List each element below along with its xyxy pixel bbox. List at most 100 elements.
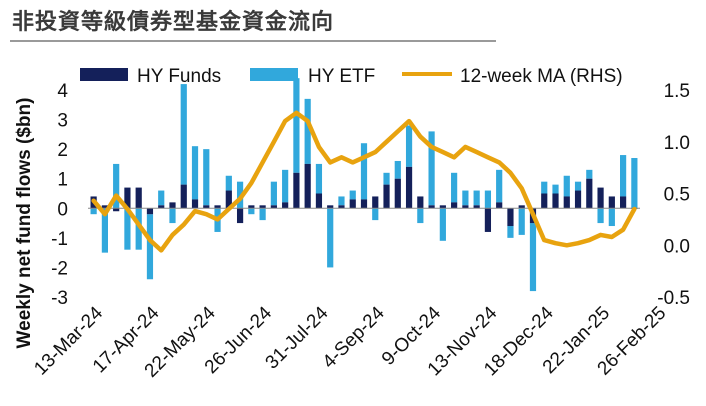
hy-funds-bars: [90, 163, 638, 232]
hy-etf-bar: [394, 160, 401, 179]
y-axis-label-group: Weekly net fund flows ($bn): [14, 98, 35, 349]
hy-etf-bar: [451, 172, 458, 203]
y-tick-left: 4: [57, 81, 68, 102]
hy-etf-bar: [101, 208, 108, 253]
hy-etf-bar: [158, 190, 165, 206]
y-axis-left: -3 -2 -1 0 1 2 3 4: [51, 81, 68, 309]
hy-etf-bar: [113, 163, 120, 209]
hy-etf-bar: [586, 169, 593, 179]
hy-funds-bar: [552, 193, 559, 209]
hy-etf-bar: [473, 190, 480, 206]
hy-etf-bar: [338, 196, 345, 206]
hy-etf-bar: [180, 84, 187, 185]
hy-etf-bar: [439, 208, 446, 241]
hy-funds-bar: [518, 205, 525, 209]
hy-funds-bar: [124, 187, 131, 209]
hy-etf-bar: [620, 155, 627, 197]
hy-etf-bar: [507, 226, 514, 238]
hy-etf-bar: [146, 214, 154, 280]
hy-etf-bar: [484, 190, 492, 209]
hy-etf-bar: [529, 223, 537, 292]
hy-funds-bar: [248, 205, 255, 209]
hy-funds-bar: [225, 190, 232, 209]
hy-funds-bar: [620, 196, 627, 209]
hy-etf-bar: [383, 172, 390, 185]
hy-etf-bar: [349, 190, 356, 200]
hy-funds-bar: [496, 202, 503, 209]
hy-funds-bar: [158, 205, 165, 209]
hy-funds-bar: [428, 205, 435, 209]
hy-etf-bar: [203, 149, 210, 206]
hy-funds-bar: [462, 205, 469, 209]
y-tick-left: -2: [51, 258, 68, 279]
hy-etf-bar: [191, 146, 199, 200]
hy-funds-bar: [405, 166, 413, 209]
hy-funds-bar: [574, 190, 582, 209]
hy-etf-bar: [541, 181, 548, 194]
ma-line-group: [91, 110, 637, 253]
hy-funds-bar: [451, 202, 458, 209]
y-tick-right: 1.5: [664, 81, 690, 102]
y-tick-left: -1: [51, 229, 68, 250]
chart-title: 非投資等級債券型基金資金流向: [12, 10, 335, 35]
y-axis-right: -0.5 0.0 0.5 1.0 1.5: [657, 81, 690, 309]
hy-etf-bar: [90, 208, 97, 215]
hy-funds-bar: [338, 205, 345, 209]
hy-funds-bar: [484, 208, 492, 232]
hy-funds-bar: [282, 202, 289, 209]
hy-funds-bar: [360, 199, 368, 209]
legend-swatch-hy-funds: [80, 68, 128, 81]
hy-etf-bar: [282, 169, 289, 203]
hy-etf-bar: [315, 163, 323, 194]
hy-etf-bar: [293, 78, 300, 173]
hy-etf-bar: [135, 208, 142, 250]
hy-funds-bar: [372, 196, 379, 209]
hy-etf-bar: [496, 169, 503, 203]
hy-funds-bar: [146, 208, 154, 215]
legend-label-hy-etf: HY ETF: [308, 66, 375, 87]
hy-funds-bar: [259, 205, 266, 209]
hy-funds-bar: [608, 196, 615, 209]
hy-etf-bar: [574, 181, 582, 191]
hy-funds-bar: [586, 178, 593, 209]
hy-funds-bar: [349, 199, 356, 209]
hy-funds-bar: [101, 205, 108, 209]
hy-etf-bar: [518, 208, 525, 235]
y-tick-left: -3: [51, 288, 68, 309]
hy-etf-bar: [631, 158, 638, 209]
hy-etf-bar: [608, 208, 615, 227]
hy-etf-bar: [169, 208, 176, 224]
x-tick-label: 4-Sep-24: [319, 302, 389, 372]
hy-funds-bar: [191, 199, 199, 209]
hy-funds-bar: [270, 205, 277, 209]
hy-funds-bar: [315, 193, 323, 209]
hy-funds-bar: [203, 205, 210, 209]
hy-funds-bar: [135, 187, 142, 209]
hy-etf-bar: [304, 98, 311, 164]
hy-etf-bar: [327, 208, 334, 268]
hy-etf-bar: [372, 208, 379, 221]
hy-funds-bar: [113, 208, 120, 212]
hy-etf-bar: [124, 208, 131, 250]
legend-label-ma: 12-week MA (RHS): [460, 66, 623, 87]
hy-funds-bar: [304, 163, 311, 209]
hy-etf-bar: [563, 175, 570, 197]
hy-etf-bar: [552, 184, 559, 194]
hy-etf-bar: [405, 125, 413, 167]
hy-etf-bar: [462, 190, 469, 206]
hy-funds-bar: [439, 205, 446, 209]
hy-etf-bar: [428, 131, 435, 206]
title-underline: [10, 40, 496, 42]
hy-etf-bar: [597, 208, 604, 224]
hy-funds-bar: [417, 196, 424, 209]
hy-funds-bar: [180, 184, 187, 209]
hy-funds-bar: [214, 205, 221, 209]
legend-label-hy-funds: HY Funds: [137, 66, 221, 87]
hy-etf-bar: [417, 208, 424, 224]
y-tick-left: 2: [57, 140, 68, 161]
hy-funds-bar: [563, 196, 570, 209]
hy-funds-bar: [293, 172, 300, 209]
y-tick-left: 3: [57, 111, 68, 132]
y-tick-left: 0: [57, 199, 68, 220]
